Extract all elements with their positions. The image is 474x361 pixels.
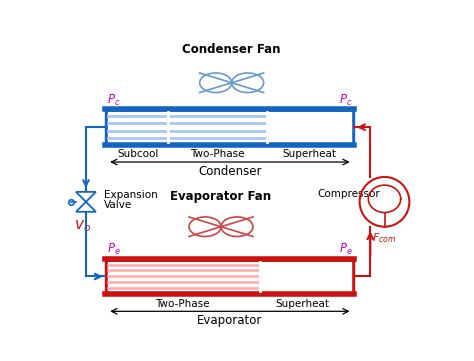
Text: Superheat: Superheat: [283, 149, 337, 159]
Text: Two-Phase: Two-Phase: [155, 299, 210, 309]
Text: $F_{com}$: $F_{com}$: [372, 231, 397, 245]
Text: Condenser Fan: Condenser Fan: [182, 43, 281, 56]
Text: $P_c$: $P_c$: [107, 92, 121, 108]
Text: Expansion: Expansion: [104, 190, 157, 200]
Text: Subcool: Subcool: [117, 149, 158, 159]
Bar: [106, 259, 354, 294]
Text: Evaporator Fan: Evaporator Fan: [171, 190, 272, 203]
Text: $T_{esh}$: $T_{esh}$: [334, 255, 353, 268]
Bar: [106, 109, 354, 145]
Bar: [109, 261, 351, 291]
Text: $\boldsymbol{v_o}$: $\boldsymbol{v_o}$: [74, 218, 91, 234]
Text: $T_{csc}$: $T_{csc}$: [107, 106, 125, 118]
Text: Compressor: Compressor: [317, 190, 380, 199]
Text: Superheat: Superheat: [275, 299, 329, 309]
Text: $T_{csh}$: $T_{csh}$: [335, 106, 353, 118]
Text: $P_c$: $P_c$: [339, 92, 353, 108]
Bar: [109, 112, 351, 142]
Text: Two-Phase: Two-Phase: [190, 149, 245, 159]
Text: Valve: Valve: [104, 200, 132, 210]
Text: $P_e$: $P_e$: [339, 242, 353, 257]
Text: $P_e$: $P_e$: [107, 242, 121, 257]
Text: Evaporator: Evaporator: [197, 314, 263, 327]
Text: Condenser: Condenser: [198, 165, 262, 178]
